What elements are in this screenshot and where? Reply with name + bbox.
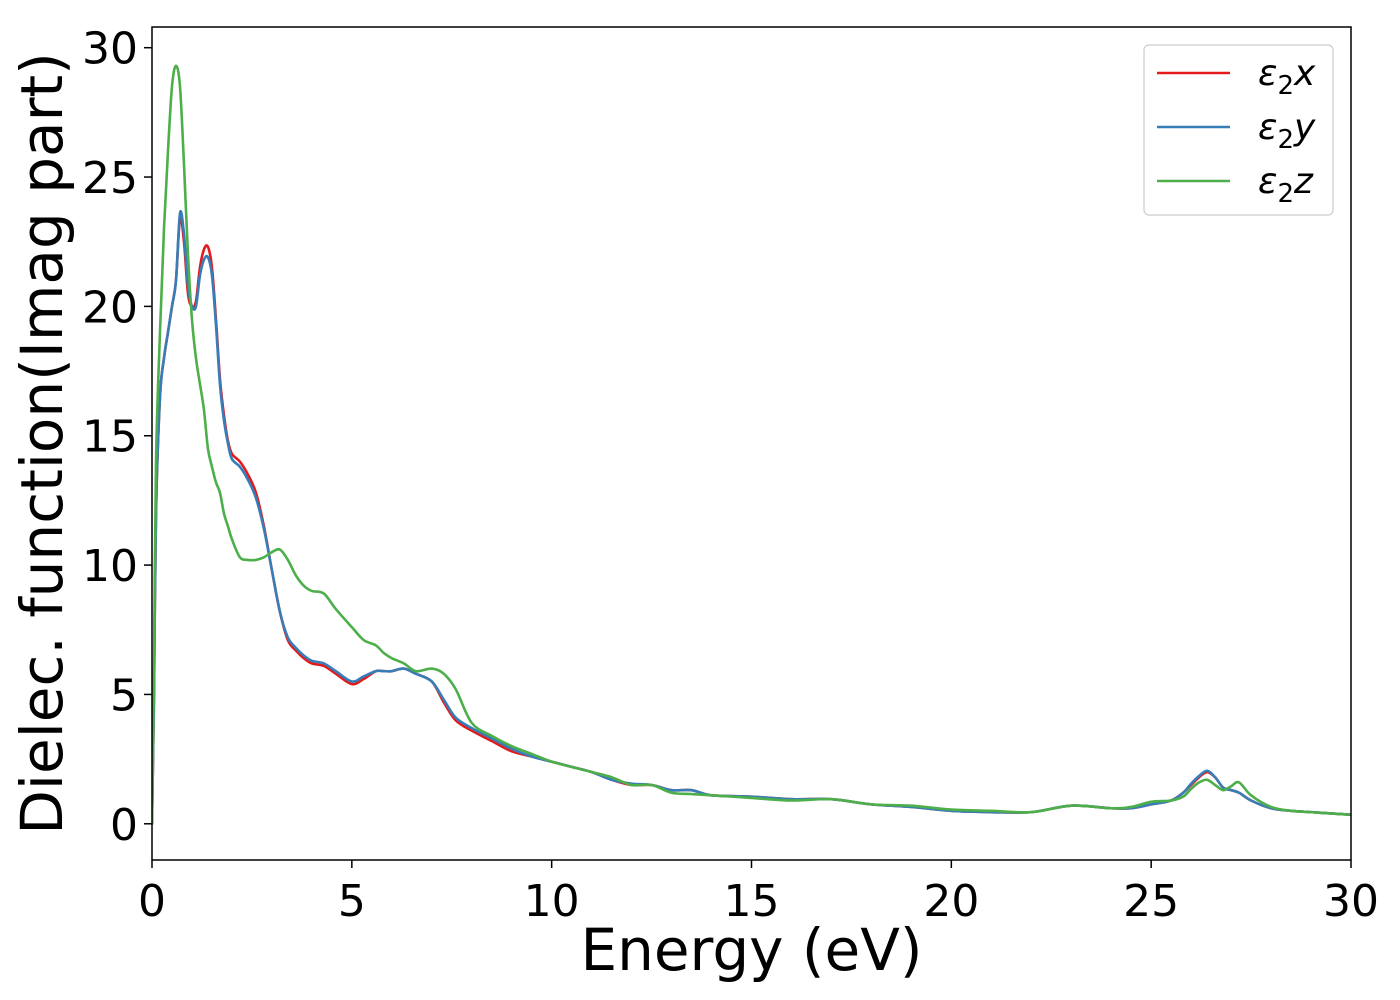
series-line-1 bbox=[152, 210, 1351, 826]
legend-box bbox=[1143, 44, 1334, 216]
x-tick-label: 5 bbox=[338, 876, 366, 927]
y-axis-label: Dielec. function(Imag part) bbox=[8, 52, 76, 835]
x-tick-label: 10 bbox=[524, 876, 580, 927]
plot-lines bbox=[152, 64, 1351, 826]
legend-label: ε2x bbox=[1258, 53, 1316, 101]
y-tick-label: 5 bbox=[110, 670, 138, 721]
x-axis-label: Energy (eV) bbox=[580, 916, 922, 984]
y-tick-label: 20 bbox=[82, 282, 138, 333]
y-tick-label: 25 bbox=[82, 153, 138, 204]
x-tick-label: 0 bbox=[138, 876, 166, 927]
series-line-2 bbox=[152, 64, 1351, 826]
x-tick-label: 30 bbox=[1323, 876, 1379, 927]
y-tick-label: 10 bbox=[82, 541, 138, 592]
x-tick-label: 25 bbox=[1123, 876, 1179, 927]
y-tick-label: 0 bbox=[110, 800, 138, 851]
legend: ε2x ε2y ε2z bbox=[1143, 44, 1334, 216]
x-tick-label: 15 bbox=[724, 876, 780, 927]
y-tick-label: 15 bbox=[82, 412, 138, 463]
x-axis: 0 5 10 15 20 25 30 bbox=[138, 860, 1379, 927]
y-axis: 0 5 10 15 20 25 30 bbox=[82, 24, 152, 851]
series-line-0 bbox=[152, 215, 1351, 826]
x-tick-label: 20 bbox=[923, 876, 979, 927]
legend-label: ε2z bbox=[1258, 161, 1314, 209]
legend-label: ε2y bbox=[1258, 107, 1316, 155]
y-tick-label: 30 bbox=[82, 24, 138, 75]
